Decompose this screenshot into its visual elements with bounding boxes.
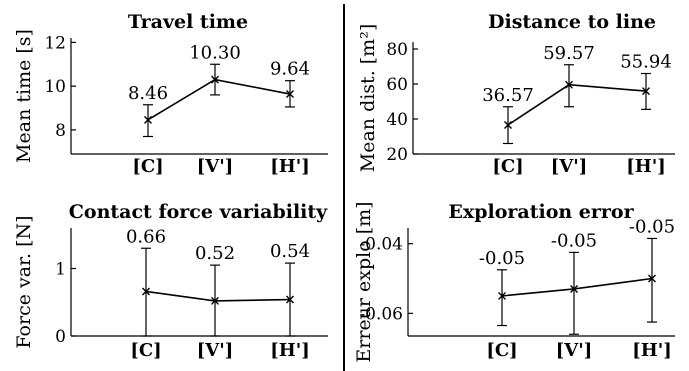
data-point-stroke xyxy=(648,274,656,283)
x-tick-label: [C] xyxy=(130,340,161,361)
chart-title: Travel time xyxy=(128,11,248,33)
data-point xyxy=(565,80,573,89)
y-axis-label: Erreur explo [m] xyxy=(353,201,375,362)
data-point-stroke xyxy=(504,121,512,129)
chart-panel-2: Distance to line Mean dist. [m²] 20 40 60 80 [… xyxy=(357,11,675,177)
data-label: 10.30 xyxy=(189,42,241,63)
x-tick-label: [V'] xyxy=(556,340,593,361)
y-tick-label: 1 xyxy=(55,260,66,280)
data-point-stroke xyxy=(642,87,650,96)
y-tick-label: 8 xyxy=(55,121,66,141)
y-tick-label: 40 xyxy=(386,110,408,130)
data-point xyxy=(211,296,219,305)
x-tick-label: [C] xyxy=(486,340,517,361)
data-label: -0.05 xyxy=(629,216,675,237)
y-tick-label: 60 xyxy=(386,75,408,95)
data-point xyxy=(211,75,219,84)
y-axis-label: Mean dist. [m²] xyxy=(357,24,379,172)
x-tick-label: [H'] xyxy=(270,340,310,361)
y-axis-label: Force var. [N] xyxy=(13,215,35,348)
data-label: 55.94 xyxy=(620,52,672,73)
data-point xyxy=(142,287,150,296)
x-tick-label: [C] xyxy=(492,156,523,177)
data-point xyxy=(642,87,650,96)
chart-title: Exploration error xyxy=(448,201,634,223)
y-tick-label: 20 xyxy=(386,145,408,165)
x-tick-label: [C] xyxy=(132,156,163,177)
series-line xyxy=(145,290,291,302)
data-label: 9.64 xyxy=(270,59,310,80)
y-tick-label: 12 xyxy=(44,33,66,53)
x-tick-label: [H'] xyxy=(270,156,310,177)
data-point-stroke xyxy=(570,284,578,293)
data-point xyxy=(286,90,294,99)
data-point-stroke xyxy=(211,75,219,84)
data-point-stroke xyxy=(286,295,294,304)
data-label: 59.57 xyxy=(543,43,595,64)
data-label: -0.05 xyxy=(479,248,525,269)
data-point-stroke xyxy=(142,287,150,296)
data-point-stroke xyxy=(286,90,294,99)
y-tick-label: 80 xyxy=(386,40,408,60)
data-point xyxy=(570,284,578,293)
y-tick-label: 0 xyxy=(55,327,66,347)
data-label: 36.57 xyxy=(482,85,534,106)
y-tick-label: -0.06 xyxy=(359,304,403,324)
data-point-stroke xyxy=(565,80,573,89)
data-point xyxy=(144,115,152,124)
data-point xyxy=(504,121,512,129)
data-label: -0.05 xyxy=(551,230,597,251)
data-point-stroke xyxy=(144,115,152,124)
data-point xyxy=(498,291,506,300)
x-tick-label: [H'] xyxy=(632,340,672,361)
series-line xyxy=(147,78,291,121)
data-label: 0.52 xyxy=(195,243,235,264)
x-tick-label: [V'] xyxy=(551,156,588,177)
series-line xyxy=(501,277,653,297)
data-point xyxy=(648,274,656,283)
y-tick-label: 10 xyxy=(44,77,66,97)
x-tick-label: [V'] xyxy=(197,156,234,177)
data-label: 0.54 xyxy=(270,241,310,262)
data-point xyxy=(286,295,294,304)
chart-title: Contact force variability xyxy=(69,201,328,223)
data-label: 0.66 xyxy=(126,226,166,247)
chart-panel-4: Exploration error Erreur explo [m]-0.06 -0… xyxy=(353,201,675,363)
data-point-stroke xyxy=(211,296,219,305)
x-tick-label: [H'] xyxy=(626,156,666,177)
x-tick-label: [V'] xyxy=(197,340,234,361)
chart-title: Distance to line xyxy=(488,11,656,33)
y-axis-label: Mean time [s] xyxy=(13,29,35,163)
data-label: 8.46 xyxy=(128,83,168,104)
chart-panel-3: Contact force variability Force var. [N] 0… xyxy=(13,201,328,361)
chart-panel-1: Travel time Mean time [s] 8 10 12 [C] [V'] [H']… xyxy=(13,11,328,177)
data-point-stroke xyxy=(498,291,506,300)
y-tick-label: -0.04 xyxy=(359,235,403,255)
